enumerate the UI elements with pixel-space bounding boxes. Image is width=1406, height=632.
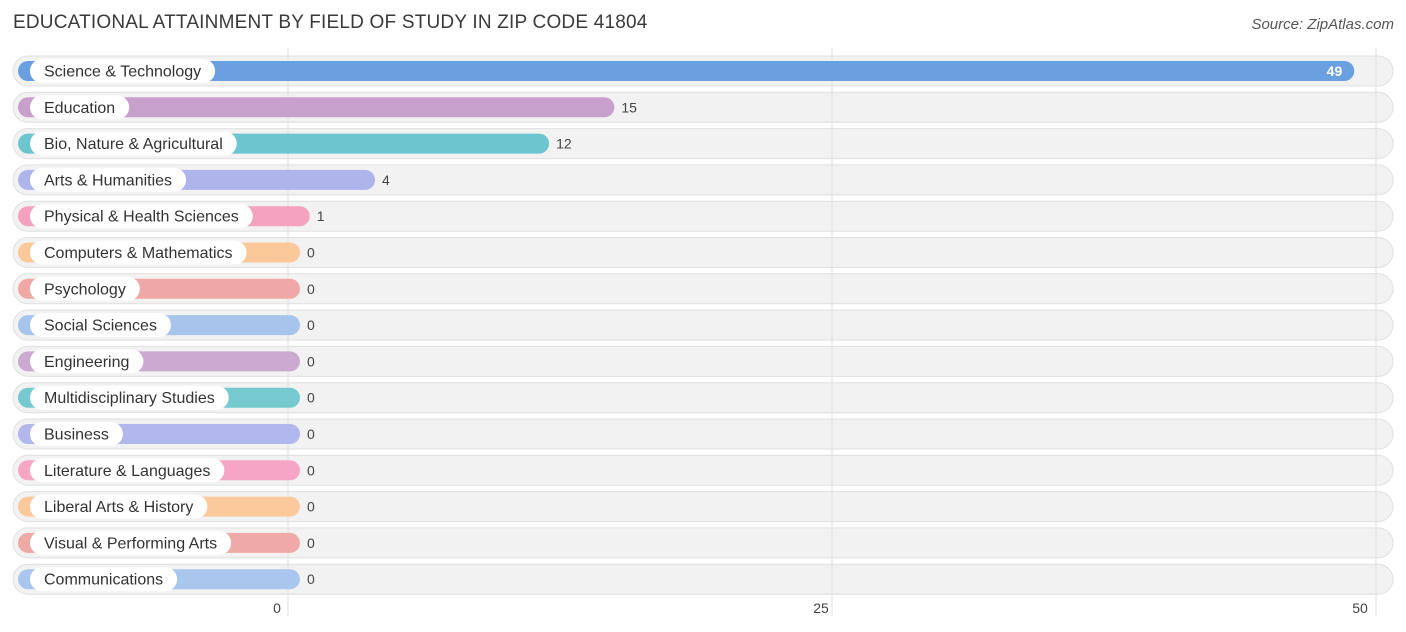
row-background bbox=[12, 309, 1394, 341]
data-label: 49 bbox=[1327, 63, 1343, 79]
x-tick-label: 25 bbox=[813, 600, 829, 616]
category-label-background bbox=[30, 494, 208, 519]
x-tick-label: 50 bbox=[1352, 600, 1368, 616]
chart-title: EDUCATIONAL ATTAINMENT BY FIELD OF STUDY… bbox=[13, 12, 648, 33]
category-label-background bbox=[30, 276, 140, 301]
data-label: 0 bbox=[307, 535, 315, 551]
category-label: Arts & Humanities bbox=[44, 172, 172, 189]
category-label-background bbox=[30, 567, 178, 592]
data-label: 0 bbox=[307, 353, 315, 369]
bar bbox=[18, 97, 615, 118]
row-background bbox=[12, 527, 1394, 559]
data-label: 1 bbox=[317, 208, 325, 224]
data-label: 0 bbox=[307, 571, 315, 587]
category-label-background bbox=[30, 167, 187, 192]
data-label: 4 bbox=[382, 172, 390, 188]
category-label-background bbox=[30, 240, 247, 265]
row-background bbox=[12, 563, 1394, 595]
data-label: 0 bbox=[307, 245, 315, 261]
category-label: Liberal Arts & History bbox=[44, 499, 193, 516]
bar bbox=[18, 61, 1355, 81]
row-background bbox=[12, 454, 1394, 486]
bars: Science & Technology 49 Education 15 Bio, Na… bbox=[18, 59, 1355, 592]
category-label: Communications bbox=[44, 572, 163, 589]
data-label: 0 bbox=[307, 462, 315, 478]
category-label-background bbox=[30, 530, 232, 555]
category-label-background bbox=[30, 204, 253, 229]
data-label: 15 bbox=[621, 99, 637, 115]
category-label: Literature & Languages bbox=[44, 463, 210, 480]
category-label: Bio, Nature & Agricultural bbox=[44, 136, 223, 153]
row-background bbox=[12, 491, 1394, 523]
category-label-background bbox=[30, 131, 237, 156]
category-label: Computers & Mathematics bbox=[44, 245, 233, 262]
data-label: 0 bbox=[307, 317, 315, 333]
chart-source: Source: ZipAtlas.com bbox=[1251, 16, 1394, 33]
category-label: Science & Technology bbox=[44, 64, 201, 81]
row-background bbox=[12, 345, 1394, 377]
row-background bbox=[12, 273, 1394, 305]
category-label-background bbox=[30, 458, 225, 483]
category-label: Multidisciplinary Studies bbox=[44, 390, 215, 407]
category-label-background bbox=[30, 349, 144, 374]
category-label: Visual & Performing Arts bbox=[44, 535, 217, 552]
category-label: Social Sciences bbox=[44, 318, 157, 335]
row-background bbox=[12, 418, 1394, 450]
row-background bbox=[12, 237, 1394, 268]
row-background bbox=[12, 200, 1394, 232]
category-label: Psychology bbox=[44, 281, 126, 298]
category-label-background bbox=[30, 422, 123, 446]
category-label: Business bbox=[44, 427, 109, 444]
category-label-background bbox=[30, 95, 130, 120]
category-label: Physical & Health Sciences bbox=[44, 209, 239, 226]
category-label: Engineering bbox=[44, 354, 129, 371]
data-label: 0 bbox=[307, 426, 315, 442]
category-label: Education bbox=[44, 100, 115, 117]
row-background bbox=[12, 382, 1394, 414]
x-tick-label: 0 bbox=[273, 600, 281, 616]
data-label: 0 bbox=[307, 281, 315, 297]
data-label: 0 bbox=[307, 499, 315, 515]
category-label-background bbox=[30, 385, 229, 410]
category-label-background bbox=[30, 313, 171, 338]
data-label: 0 bbox=[307, 390, 315, 406]
category-label-background bbox=[30, 59, 216, 83]
data-label: 12 bbox=[556, 136, 572, 152]
